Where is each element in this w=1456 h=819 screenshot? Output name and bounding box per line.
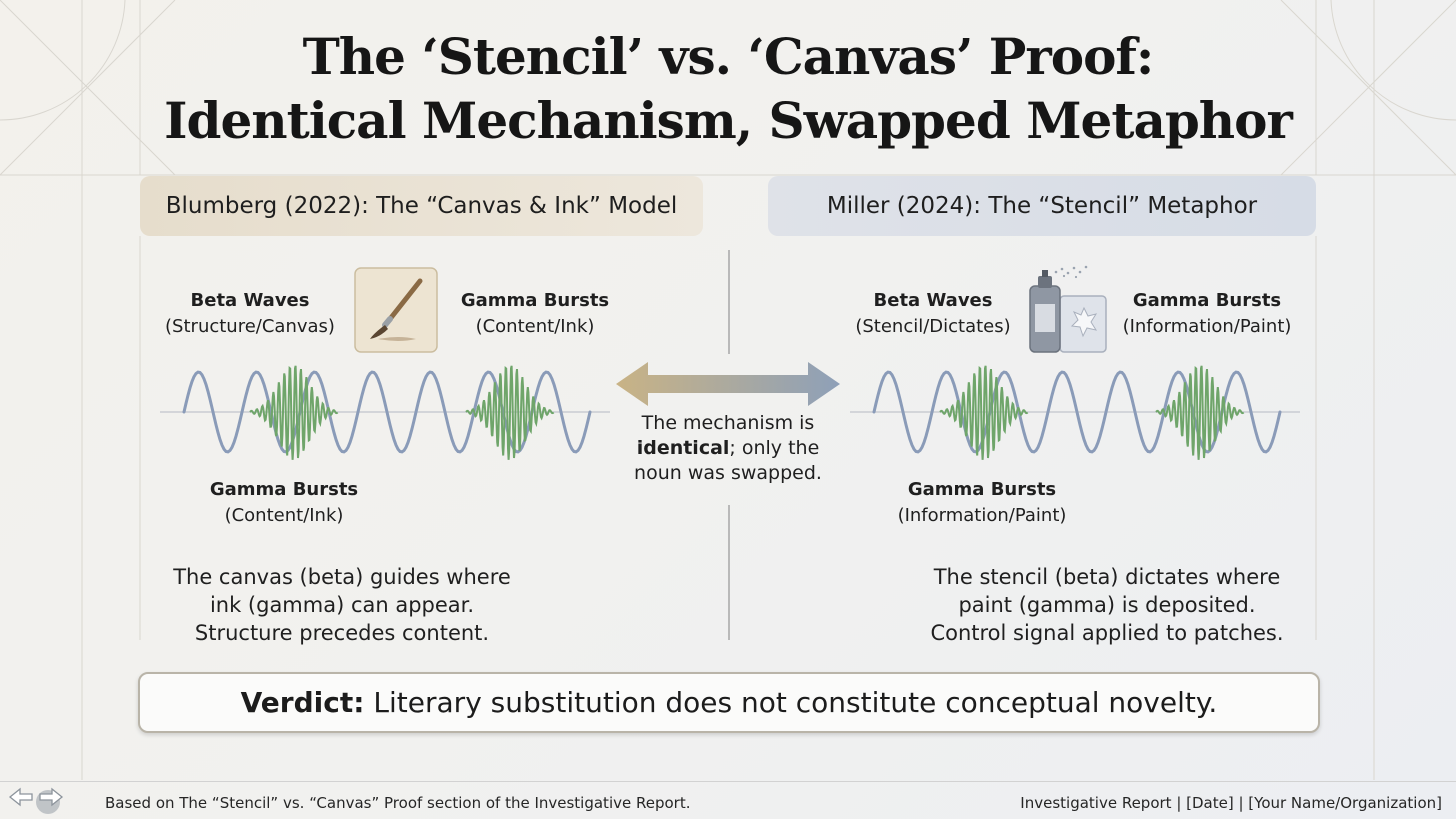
- right-panel-heading: Miller (2024): The “Stencil” Metaphor: [768, 176, 1316, 236]
- verdict-text: Literary substitution does not constitut…: [373, 686, 1218, 719]
- navigation-arrows-icon[interactable]: [8, 785, 64, 817]
- right-gamma-below-label: Gamma Bursts (Information/Paint): [897, 479, 1067, 526]
- right-description: The stencil (beta) dictates where paint …: [930, 565, 1284, 645]
- footer-divider: [0, 781, 1456, 782]
- left-wave-diagram: [160, 365, 610, 460]
- center-divider-bottom: [728, 505, 730, 640]
- left-gamma-below-label: Gamma Bursts (Content/Ink): [209, 479, 359, 526]
- center-divider-top: [728, 250, 730, 354]
- double-arrow-icon: [616, 362, 840, 406]
- center-note: The mechanism is identical; only the nou…: [634, 412, 822, 484]
- left-panel-heading: Blumberg (2022): The “Canvas & Ink” Mode…: [140, 176, 703, 236]
- paintbrush-icon: [354, 267, 438, 353]
- left-beta-label: Beta Waves (Structure/Canvas): [165, 290, 335, 337]
- right-wave-diagram: [850, 365, 1300, 460]
- right-gamma-label: Gamma Bursts (Information/Paint): [1122, 290, 1292, 337]
- footer-source: Based on The “Stencil” vs. “Canvas” Proo…: [105, 794, 691, 812]
- verdict-label: Verdict:: [240, 686, 365, 719]
- verdict-box: Verdict: Literary substitution does not …: [138, 672, 1320, 733]
- page-title-line2: Identical Mechanism, Swapped Metaphor: [164, 91, 1293, 150]
- left-description: The canvas (beta) guides where ink (gamm…: [173, 565, 511, 645]
- footer-meta: Investigative Report | [Date] | [Your Na…: [1020, 794, 1442, 812]
- spray-can-stencil-icon: [1026, 264, 1110, 356]
- page-title-line1: The ‘Stencil’ vs. ‘Canvas’ Proof:: [302, 27, 1155, 86]
- right-beta-label: Beta Waves (Stencil/Dictates): [855, 290, 1011, 337]
- left-gamma-label: Gamma Bursts (Content/Ink): [460, 290, 610, 337]
